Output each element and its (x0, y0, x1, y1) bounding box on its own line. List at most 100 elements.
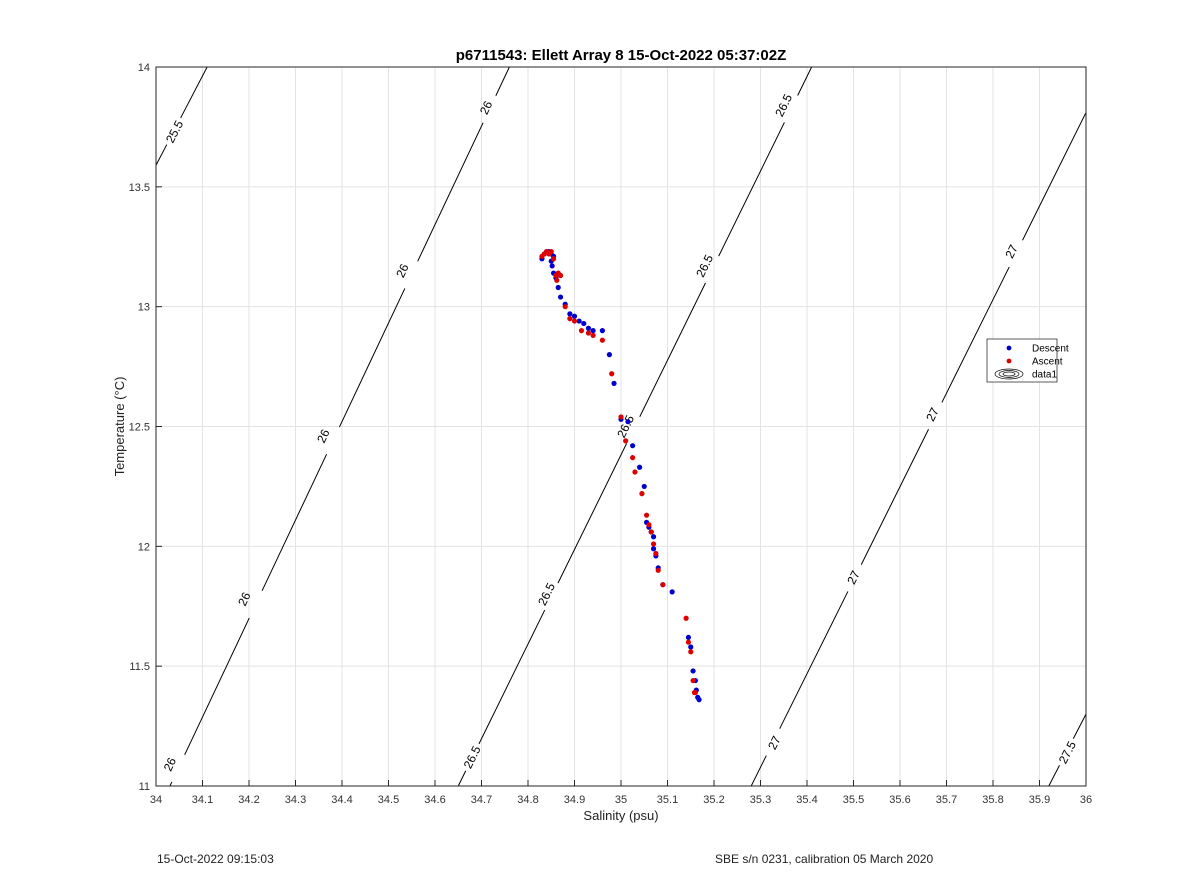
x-tick-label: 35.3 (750, 794, 771, 806)
ascent-point (653, 550, 659, 557)
ascent-point (567, 316, 573, 322)
legend-contour-icon (998, 370, 1020, 378)
footer-timestamp: 15-Oct-2022 09:15:03 (157, 852, 274, 866)
x-tick-label: 34.5 (378, 794, 399, 806)
ascent-point (683, 615, 689, 621)
contour-label: 26 (235, 590, 253, 608)
chart-title: p6711543: Ellett Array 8 15-Oct-2022 05:… (456, 47, 786, 64)
descent-point (557, 294, 564, 300)
x-tick-label: 34.2 (238, 794, 259, 806)
descent-point (590, 328, 596, 334)
descent-point (690, 668, 696, 674)
descent-point (571, 313, 578, 319)
y-tick-label: 14 (138, 62, 150, 74)
ascent-point (554, 277, 560, 283)
ascent-point (660, 582, 666, 588)
isopycnal-line (457, 66, 813, 787)
x-tick-label: 34.4 (331, 794, 352, 806)
x-tick-label: 35.9 (1029, 794, 1050, 806)
x-tick-label: 34.8 (517, 794, 538, 806)
x-tick-label: 34.6 (424, 794, 445, 806)
descent-point (581, 320, 587, 327)
ascent-point (585, 330, 592, 336)
legend-label-descent: Descent (1032, 344, 1069, 355)
ascent-point (618, 414, 624, 420)
ascent-point (548, 248, 554, 255)
descent-point (650, 546, 657, 552)
footer-calibration: SBE s/n 0231, calibration 05 March 2020 (715, 852, 934, 866)
x-tick-label: 34.3 (285, 794, 306, 806)
ascent-point (562, 304, 568, 310)
descent-point (669, 589, 675, 595)
isopycnal-line (155, 66, 208, 166)
y-tick-label: 11 (139, 781, 150, 793)
ascent-point (650, 541, 657, 547)
ascent-point (643, 512, 650, 518)
descent-point (549, 263, 555, 269)
ascent-point (599, 337, 606, 343)
legend-label-data1: data1 (1032, 370, 1057, 381)
x-tick-label: 34 (150, 794, 162, 806)
ascent-point (630, 455, 636, 461)
contour-label: 26 (161, 755, 179, 773)
isopycnal-line (1048, 713, 1087, 787)
descent-point (567, 311, 573, 317)
contour-label: 27 (765, 733, 784, 751)
legend-label-ascent: Ascent (1032, 357, 1063, 368)
ascent-point (692, 689, 699, 696)
y-axis-label: Temperature (°C) (112, 377, 127, 477)
x-tick-label: 34.9 (564, 794, 585, 806)
descent-point (599, 328, 606, 334)
descent-point (650, 534, 657, 540)
x-tick-label: 35.6 (889, 794, 910, 806)
x-tick-label: 35.8 (982, 794, 1003, 806)
descent-point (630, 443, 636, 449)
density-contours: 25.5262626262626.526.526.526.526.5272727… (155, 66, 1087, 787)
descent-point (611, 380, 617, 386)
legend-marker-ascent (1006, 358, 1012, 364)
ascent-point (632, 469, 638, 475)
legend: Descent Ascent data1 (986, 338, 1069, 383)
legend-contour-icon (1002, 371, 1016, 377)
x-tick-label: 35.2 (703, 794, 724, 806)
contour-label: 27 (1002, 242, 1021, 260)
contour-label: 27 (923, 405, 942, 423)
ascent-point (609, 371, 615, 377)
x-tick-label: 35.7 (936, 794, 957, 806)
descent-point (685, 634, 692, 641)
ascent-point (623, 438, 629, 444)
descent-point (696, 697, 702, 703)
x-tick-label: 34.1 (192, 794, 213, 806)
legend-contour-icon (994, 368, 1024, 380)
descent-point (625, 419, 631, 425)
x-tick-label: 35.1 (657, 794, 678, 806)
isopycnal-line (169, 66, 510, 787)
y-tick-label: 12.5 (129, 422, 150, 434)
descent-point (637, 464, 643, 470)
isopycnal-line (750, 112, 1087, 787)
ascent-point (648, 529, 654, 535)
y-tick-label: 12 (138, 541, 150, 553)
legend-marker-descent (1006, 345, 1012, 351)
x-tick-label: 34.7 (471, 794, 492, 806)
x-tick-label: 36 (1080, 794, 1092, 806)
descent-point (576, 318, 582, 324)
contour-label: 26 (314, 427, 332, 445)
y-tick-label: 11.5 (129, 661, 150, 673)
descent-point (606, 352, 612, 358)
descent-point (585, 325, 592, 331)
ascent-point (557, 272, 564, 279)
descent-point (641, 483, 647, 490)
ascent-point (685, 639, 692, 645)
contour-label: 26 (477, 98, 495, 116)
legend-box (986, 338, 1058, 383)
ascent-point (639, 491, 645, 497)
ascent-point (590, 332, 596, 339)
ascent-point (655, 567, 661, 573)
x-tick-label: 35.5 (843, 794, 864, 806)
x-tick-label: 35.4 (796, 794, 817, 806)
descent-point (555, 284, 561, 291)
ascent-point (578, 328, 585, 334)
x-tick-label: 35 (615, 794, 627, 806)
